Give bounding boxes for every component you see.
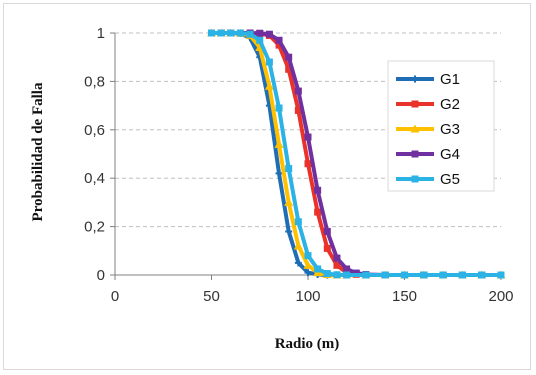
legend-marker (410, 124, 420, 133)
data-point (333, 261, 341, 269)
data-point (285, 165, 293, 173)
data-point (284, 197, 294, 206)
data-point (401, 271, 408, 279)
x-tick-label: 150 (392, 288, 417, 305)
legend-marker (411, 175, 419, 183)
data-point (294, 106, 302, 114)
y-tick-label: 1 (97, 25, 105, 42)
y-axis-title: Probabilidad de Falla (30, 82, 46, 221)
data-point (236, 29, 244, 37)
x-axis-title: Radio (m) (275, 336, 340, 352)
data-point (256, 29, 264, 37)
data-point (343, 265, 351, 273)
legend-item-g4: G4 (396, 146, 460, 163)
legend-label: G2 (440, 96, 460, 113)
data-point (304, 133, 312, 141)
legend: G1 G2 G3 G4 G5 (387, 60, 495, 192)
data-point (333, 271, 341, 279)
data-point (275, 36, 283, 44)
data-point (294, 87, 302, 95)
data-point (303, 260, 313, 269)
legend-label: G5 (440, 171, 460, 188)
legend-label: G1 (440, 71, 460, 88)
data-point (323, 227, 331, 235)
y-tick-label: 0,4 (84, 170, 105, 187)
data-point (343, 271, 351, 279)
data-point (294, 218, 302, 226)
legend-item-g5: G5 (396, 171, 460, 188)
x-tick-label: 50 (203, 288, 220, 305)
x-tick-label: 200 (488, 288, 513, 305)
y-tick-label: 0 (97, 267, 105, 284)
data-point (314, 208, 322, 216)
legend-label: G3 (440, 121, 460, 138)
data-point (285, 227, 293, 235)
data-point (478, 271, 486, 279)
legend-marker (411, 150, 419, 158)
x-tick-label: 0 (111, 288, 119, 305)
data-point (458, 271, 466, 279)
data-point (208, 29, 215, 37)
data-point (304, 160, 312, 168)
legend-item-g2: G2 (396, 96, 460, 113)
legend-item-g1: G1 (396, 71, 460, 88)
data-point (285, 65, 293, 73)
y-tick-label: 0,2 (84, 219, 105, 236)
legend-item-g3: G3 (396, 121, 460, 138)
legend-marker (411, 100, 419, 108)
data-point (497, 271, 505, 279)
data-point (265, 58, 273, 66)
y-tick-label: 0,8 (84, 73, 105, 90)
data-point (217, 29, 225, 37)
data-point (293, 241, 303, 250)
series-lines (207, 28, 506, 279)
data-point (285, 53, 293, 61)
data-point (275, 104, 283, 112)
line-chart: 0 0,2 0,4 0,6 0,8 1 0 50 100 150 200 Radio (m) Pro… (30, 25, 514, 352)
data-point (264, 81, 274, 90)
tick-labels: 0 0,2 0,4 0,6 0,8 1 0 50 100 150 200 (84, 25, 513, 305)
data-point (333, 254, 341, 262)
chart-frame: 0 0,2 0,4 0,6 0,8 1 0 50 100 150 200 Radio (m) Pro… (3, 3, 531, 370)
data-point (256, 36, 264, 44)
data-point (274, 139, 284, 148)
data-point (227, 29, 235, 37)
x-tick-label: 100 (295, 288, 320, 305)
data-point (439, 271, 447, 279)
data-point (314, 265, 322, 273)
data-point (314, 186, 322, 194)
data-point (246, 30, 254, 38)
data-point (323, 270, 331, 278)
data-point (420, 271, 428, 279)
legend-marker (411, 75, 419, 83)
data-point (304, 269, 312, 277)
data-point (381, 271, 389, 279)
data-point (362, 271, 370, 279)
data-point (275, 41, 283, 49)
legend-box (387, 60, 495, 192)
data-point (323, 244, 331, 252)
data-point (275, 169, 283, 177)
y-tick-label: 0,6 (84, 122, 105, 139)
data-point (294, 259, 302, 267)
data-point (304, 252, 312, 260)
legend-label: G4 (440, 146, 460, 163)
data-point (265, 30, 273, 38)
series-g5 (208, 29, 505, 279)
